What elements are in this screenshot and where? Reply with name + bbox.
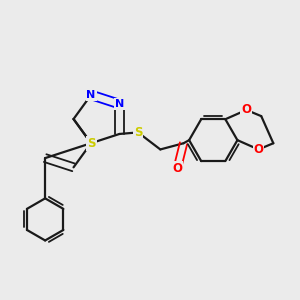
Text: O: O	[172, 161, 182, 175]
Text: S: S	[87, 137, 95, 150]
Text: O: O	[254, 143, 263, 156]
Text: N: N	[86, 138, 96, 148]
Text: S: S	[134, 126, 142, 139]
Text: N: N	[86, 90, 96, 100]
Text: N: N	[115, 99, 124, 109]
Text: O: O	[242, 103, 251, 116]
